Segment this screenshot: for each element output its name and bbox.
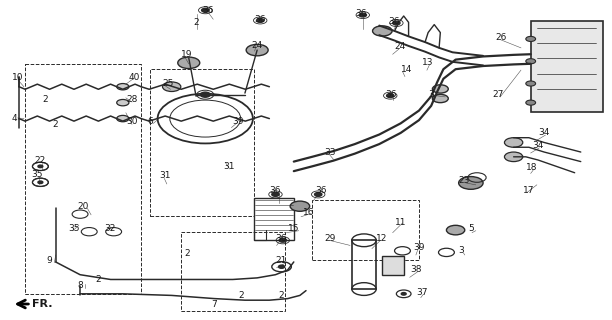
- Text: 40: 40: [129, 73, 140, 82]
- Text: 36: 36: [389, 17, 400, 26]
- Circle shape: [401, 292, 406, 295]
- Bar: [531, 21, 603, 112]
- Text: 36: 36: [386, 90, 397, 99]
- Circle shape: [504, 152, 523, 162]
- Text: 36: 36: [269, 186, 281, 195]
- Text: 37: 37: [416, 288, 427, 297]
- Circle shape: [526, 81, 536, 86]
- Circle shape: [163, 82, 181, 92]
- Text: 24: 24: [395, 42, 406, 52]
- Text: 26: 26: [495, 33, 507, 42]
- Text: 2: 2: [278, 291, 284, 300]
- Text: 30: 30: [126, 117, 137, 126]
- Circle shape: [526, 100, 536, 105]
- Text: 10: 10: [12, 73, 23, 82]
- Circle shape: [526, 59, 536, 64]
- Circle shape: [433, 94, 448, 103]
- Circle shape: [117, 100, 129, 106]
- Text: 2: 2: [239, 291, 244, 300]
- Text: 39: 39: [233, 117, 244, 126]
- Text: 9: 9: [47, 256, 52, 265]
- Text: 13: 13: [422, 58, 433, 67]
- Text: 24: 24: [251, 41, 263, 50]
- Text: 36: 36: [254, 15, 266, 24]
- Text: 3: 3: [458, 246, 465, 255]
- Text: 8: 8: [77, 281, 83, 290]
- Circle shape: [504, 138, 523, 147]
- Circle shape: [433, 85, 448, 93]
- Text: 31: 31: [223, 162, 235, 171]
- Text: 33: 33: [324, 148, 336, 156]
- Text: 34: 34: [538, 128, 550, 137]
- Circle shape: [446, 225, 465, 235]
- Circle shape: [315, 193, 322, 196]
- Circle shape: [359, 13, 367, 17]
- Text: 38: 38: [410, 265, 421, 275]
- Circle shape: [256, 19, 264, 22]
- Text: 3: 3: [428, 90, 434, 99]
- Bar: [254, 198, 294, 240]
- Text: 39: 39: [413, 243, 424, 252]
- Circle shape: [38, 181, 43, 184]
- Text: 36: 36: [315, 186, 327, 195]
- Text: 2: 2: [193, 19, 199, 28]
- Text: 2: 2: [53, 120, 58, 130]
- Circle shape: [117, 116, 129, 122]
- Text: 2: 2: [184, 250, 190, 259]
- Text: 18: 18: [526, 164, 537, 172]
- Circle shape: [526, 36, 536, 42]
- Text: 36: 36: [202, 6, 214, 15]
- Text: FR.: FR.: [32, 299, 53, 309]
- Circle shape: [393, 21, 400, 25]
- Text: 32: 32: [105, 224, 116, 233]
- Text: 6: 6: [147, 117, 153, 126]
- Bar: [151, 69, 254, 216]
- Circle shape: [278, 265, 285, 268]
- Circle shape: [201, 8, 209, 12]
- Circle shape: [373, 26, 392, 36]
- Bar: [312, 200, 419, 260]
- Text: 19: 19: [181, 50, 192, 59]
- Text: 35: 35: [31, 170, 43, 179]
- Text: 25: 25: [163, 79, 174, 88]
- Text: 12: 12: [376, 234, 387, 243]
- Text: 27: 27: [492, 90, 504, 99]
- Text: 36: 36: [355, 9, 367, 18]
- Text: 17: 17: [523, 186, 534, 195]
- Text: 14: 14: [401, 65, 412, 74]
- Circle shape: [200, 92, 210, 97]
- Bar: [181, 232, 285, 311]
- Text: 22: 22: [34, 156, 45, 164]
- Circle shape: [290, 201, 310, 211]
- Text: 2: 2: [95, 275, 101, 284]
- Text: 29: 29: [324, 234, 336, 243]
- Text: 7: 7: [211, 300, 217, 309]
- Circle shape: [246, 44, 268, 56]
- Bar: [382, 256, 404, 275]
- Text: 5: 5: [468, 224, 474, 233]
- Text: 35: 35: [68, 224, 80, 233]
- Text: 36: 36: [275, 234, 287, 243]
- Circle shape: [177, 57, 200, 68]
- Text: 20: 20: [77, 202, 88, 211]
- Text: 23: 23: [458, 176, 470, 185]
- Text: 21: 21: [275, 256, 287, 265]
- Circle shape: [279, 238, 286, 242]
- Bar: [352, 240, 376, 289]
- Text: 28: 28: [126, 95, 137, 104]
- Circle shape: [117, 84, 129, 90]
- Text: 4: 4: [12, 114, 17, 123]
- Text: 15: 15: [288, 224, 299, 233]
- Text: 11: 11: [395, 218, 406, 227]
- Text: 2: 2: [42, 95, 48, 104]
- Circle shape: [387, 94, 394, 98]
- Text: 16: 16: [303, 208, 315, 217]
- Circle shape: [38, 165, 43, 168]
- Circle shape: [458, 177, 483, 189]
- Circle shape: [272, 193, 279, 196]
- Text: 31: 31: [160, 172, 171, 180]
- Text: 34: 34: [532, 141, 543, 150]
